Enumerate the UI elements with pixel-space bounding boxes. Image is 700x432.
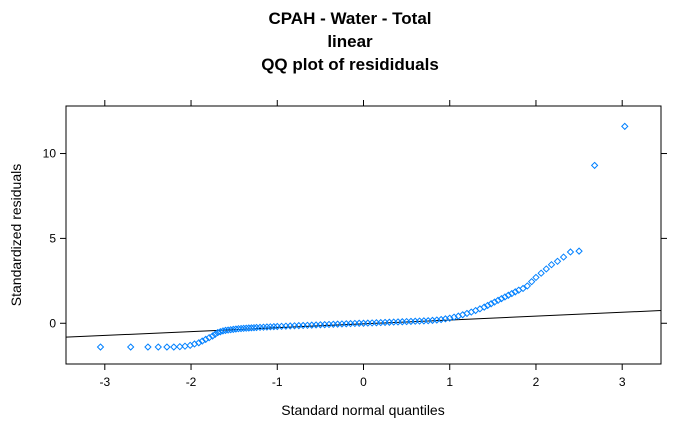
chart-title-line-2: linear bbox=[327, 32, 373, 51]
data-point bbox=[523, 282, 532, 290]
data-point bbox=[234, 324, 243, 333]
data-point bbox=[195, 339, 203, 347]
data-point bbox=[501, 293, 509, 301]
data-point bbox=[494, 296, 502, 305]
chart-title-line-1: CPAH - Water - Total bbox=[268, 9, 432, 28]
data-point bbox=[201, 335, 210, 344]
x-tick-label: 1 bbox=[446, 375, 453, 389]
data-point bbox=[621, 122, 629, 131]
y-tick-label: 10 bbox=[43, 147, 57, 161]
data-point bbox=[542, 265, 551, 273]
data-point bbox=[242, 324, 250, 332]
data-point bbox=[270, 322, 278, 331]
data-point bbox=[266, 323, 275, 331]
data-point bbox=[559, 253, 568, 261]
y-axis-label: Standardized residuals bbox=[8, 164, 24, 306]
data-point bbox=[566, 248, 575, 256]
data-point bbox=[575, 247, 583, 255]
data-point bbox=[490, 298, 499, 306]
y-tick-label: 0 bbox=[49, 316, 56, 330]
plot-frame bbox=[65, 105, 662, 365]
data-point bbox=[247, 324, 256, 332]
data-point bbox=[154, 343, 162, 351]
data-point bbox=[163, 343, 171, 351]
data-point bbox=[519, 284, 527, 293]
data-point bbox=[547, 260, 556, 269]
data-point bbox=[237, 324, 245, 333]
axis-ticks: -3 -2 -1 0 1 2 3 0 5 10 bbox=[43, 100, 667, 389]
data-point bbox=[511, 288, 519, 296]
data-point bbox=[250, 323, 258, 332]
data-point bbox=[259, 323, 268, 331]
data-points bbox=[96, 122, 629, 351]
data-point bbox=[532, 273, 540, 282]
data-point bbox=[537, 269, 545, 277]
data-point bbox=[497, 294, 506, 303]
data-point bbox=[256, 323, 264, 332]
data-point bbox=[144, 343, 152, 351]
x-tick-label: 2 bbox=[533, 375, 540, 389]
data-point bbox=[239, 324, 248, 333]
data-point bbox=[480, 303, 488, 311]
y-tick-label: 5 bbox=[49, 231, 56, 245]
data-point bbox=[96, 343, 105, 351]
data-point bbox=[590, 161, 599, 170]
data-point bbox=[170, 343, 178, 351]
chart-title-line-3: QQ plot of resididuals bbox=[261, 55, 439, 74]
data-point bbox=[508, 289, 516, 298]
reference-line bbox=[65, 310, 662, 338]
data-point bbox=[252, 323, 261, 332]
data-point bbox=[198, 337, 206, 345]
data-point bbox=[553, 257, 562, 266]
data-point bbox=[245, 324, 253, 332]
data-point bbox=[214, 328, 222, 337]
x-tick-label: 0 bbox=[360, 375, 367, 389]
data-point bbox=[126, 343, 135, 351]
x-tick-label: -1 bbox=[272, 375, 283, 389]
data-point bbox=[487, 300, 495, 308]
data-point bbox=[483, 301, 492, 310]
x-tick-label: -2 bbox=[186, 375, 197, 389]
data-point bbox=[263, 323, 271, 331]
reference-line-group bbox=[65, 310, 662, 338]
x-tick-label: -3 bbox=[99, 375, 110, 389]
x-axis-label: Standard normal quantiles bbox=[281, 402, 444, 418]
data-point bbox=[208, 332, 217, 340]
data-point bbox=[504, 291, 513, 299]
data-point bbox=[205, 333, 213, 342]
data-point bbox=[527, 277, 536, 286]
x-tick-label: 3 bbox=[619, 375, 626, 389]
data-point bbox=[211, 330, 219, 339]
